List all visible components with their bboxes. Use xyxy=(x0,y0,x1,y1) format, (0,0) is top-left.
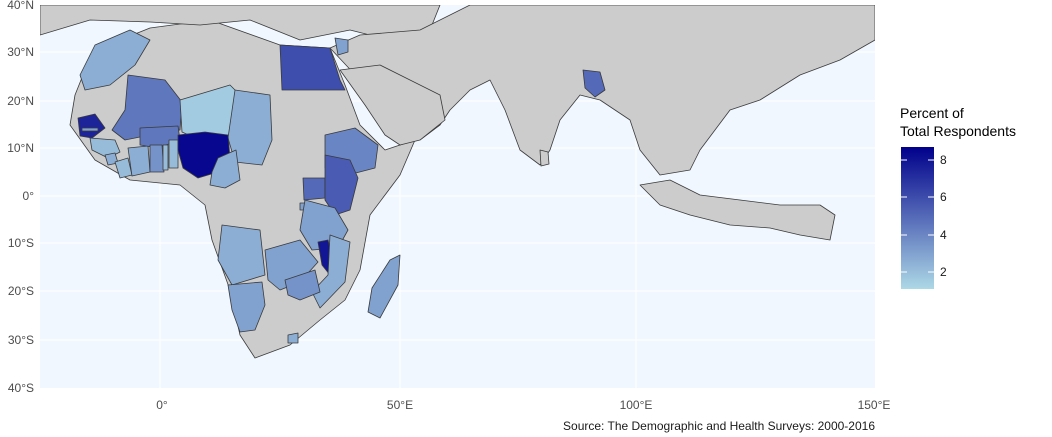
country-benin xyxy=(168,139,179,169)
y-tick-label: 10°S xyxy=(8,236,34,250)
y-tick-label: 20°N xyxy=(7,94,34,108)
legend-tick-label: 8 xyxy=(940,153,947,167)
country-togo xyxy=(162,144,169,171)
country-kenya xyxy=(324,154,359,216)
legend-colorbar xyxy=(901,147,934,289)
legend-tick-label: 4 xyxy=(940,228,947,242)
x-tick-label: 0° xyxy=(156,398,168,412)
country-cameroon xyxy=(209,149,241,189)
country-cote-divoire xyxy=(127,145,151,177)
country-angola xyxy=(217,224,266,286)
landmass-indonesia xyxy=(639,179,836,241)
x-tick-label: 50°E xyxy=(387,398,413,412)
country-bangladesh xyxy=(582,69,606,98)
x-axis: 0° 50°E 100°E 150°E xyxy=(156,398,890,412)
y-tick-label: 0° xyxy=(23,189,35,203)
x-tick-label: 100°E xyxy=(620,398,653,412)
y-tick-label: 40°S xyxy=(8,381,34,395)
y-tick-label: 10°N xyxy=(7,141,34,155)
country-egypt xyxy=(279,44,346,91)
country-namibia xyxy=(227,281,266,333)
legend-title-line1: Percent of xyxy=(900,105,964,121)
legend-title-line2: Total Respondents xyxy=(900,123,1016,139)
legend: Percent of Total Respondents 8 6 4 2 xyxy=(900,105,1016,289)
legend-tick-label: 2 xyxy=(940,265,947,279)
country-lesotho xyxy=(287,332,299,344)
country-jordan xyxy=(334,37,349,56)
country-zimbabwe xyxy=(284,269,321,301)
y-tick-label: 20°S xyxy=(8,284,34,298)
legend-tick-label: 6 xyxy=(940,190,947,204)
landmass-sri-lanka xyxy=(539,149,550,167)
country-ghana xyxy=(149,144,165,173)
country-mozambique xyxy=(311,234,351,309)
country-morocco xyxy=(79,29,151,91)
y-axis: 40°N 30°N 20°N 10°N 0° 10°S 20°S 30°S 40… xyxy=(7,0,34,395)
landmass-arabia xyxy=(339,64,446,146)
y-tick-label: 30°S xyxy=(8,333,34,347)
country-madagascar xyxy=(367,254,401,319)
country-gambia xyxy=(81,127,99,132)
y-tick-label: 40°N xyxy=(7,0,34,12)
y-tick-label: 30°N xyxy=(7,45,34,59)
land-layer xyxy=(40,5,875,359)
country-uganda xyxy=(302,177,326,201)
source-caption: Source: The Demographic and Health Surve… xyxy=(563,419,875,433)
x-tick-label: 150°E xyxy=(858,398,891,412)
country-senegal xyxy=(77,113,106,139)
